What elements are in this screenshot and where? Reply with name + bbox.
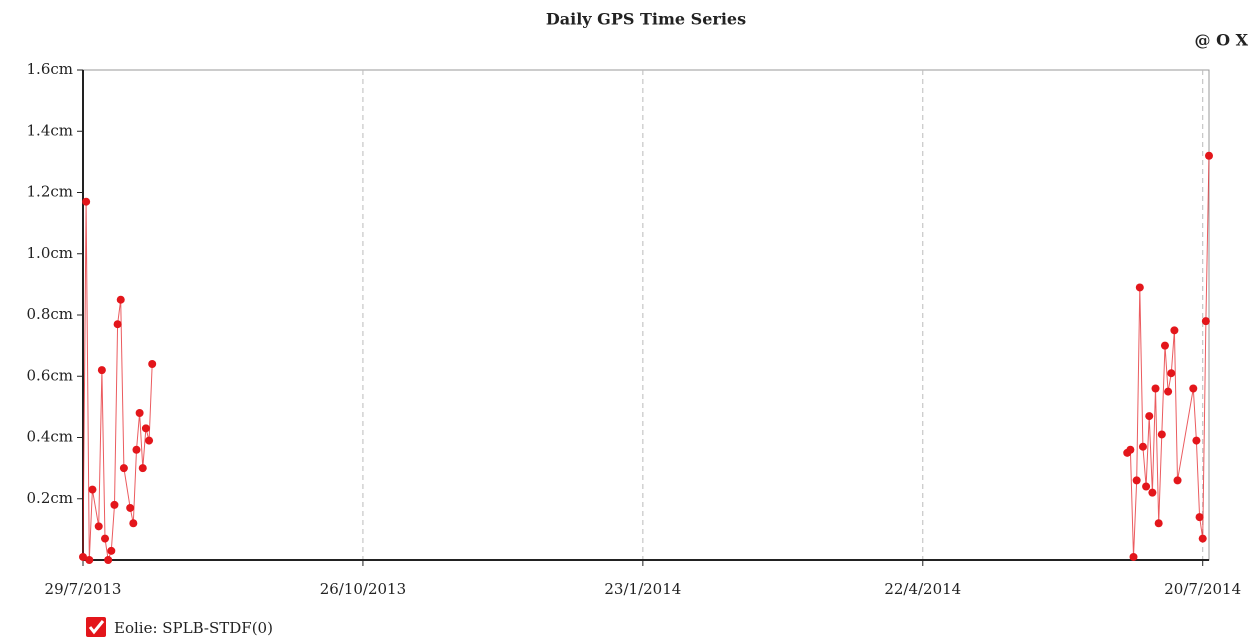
data-point <box>135 409 144 417</box>
data-point <box>1170 326 1179 335</box>
data-point <box>138 464 147 473</box>
x-tick-label: 20/7/2014 <box>1164 580 1241 598</box>
data-point <box>141 424 150 433</box>
data-point <box>94 522 103 531</box>
data-point <box>113 320 122 329</box>
data-point <box>1195 513 1204 522</box>
data-point <box>1151 384 1160 393</box>
x-tick-label: 29/7/2013 <box>45 580 122 598</box>
data-point <box>145 436 154 445</box>
y-tick-label: 0.8cm <box>27 305 73 323</box>
data-point <box>97 366 106 375</box>
data-point <box>1173 476 1182 485</box>
y-tick-label: 1.0cm <box>27 244 73 262</box>
data-point <box>1138 442 1147 451</box>
y-tick-label: 0.2cm <box>27 489 73 507</box>
data-point <box>119 464 128 473</box>
x-tick-label: 23/1/2014 <box>604 580 681 598</box>
check-icon <box>88 620 105 635</box>
data-point <box>79 552 87 561</box>
data-point <box>1135 283 1144 292</box>
data-point <box>126 503 135 512</box>
data-point <box>116 295 125 304</box>
chart-title: Daily GPS Time Series <box>546 10 746 29</box>
data-point <box>129 519 138 528</box>
data-point <box>1154 519 1163 528</box>
data-point <box>1129 552 1138 561</box>
data-point <box>1145 412 1154 421</box>
data-point <box>1157 430 1166 439</box>
data-point <box>1148 488 1157 497</box>
series-line <box>82 155 1210 561</box>
y-tick-label: 0.4cm <box>27 428 73 446</box>
legend: Eolie: SPLB-STDF(0) <box>86 617 273 637</box>
x-tick-label: 22/4/2014 <box>884 580 961 598</box>
data-point <box>1167 369 1176 378</box>
data-point <box>104 556 113 564</box>
y-tick-label: 1.6cm <box>27 60 73 78</box>
data-point <box>1132 476 1141 485</box>
data-point <box>1205 151 1213 160</box>
data-point <box>1198 534 1207 543</box>
data-point <box>148 360 157 368</box>
y-tick-label: 1.4cm <box>27 121 73 139</box>
y-tick-label: 0.6cm <box>27 366 73 384</box>
data-point <box>101 534 110 543</box>
y-tick-label: 1.2cm <box>27 183 73 201</box>
toolbar[interactable]: @ O X <box>1195 31 1249 50</box>
legend-label: Eolie: SPLB-STDF(0) <box>114 619 273 637</box>
data-point <box>85 556 94 564</box>
data-point <box>88 485 97 494</box>
data-point <box>107 546 116 555</box>
data-point <box>1201 317 1210 326</box>
data-point <box>1126 445 1135 454</box>
data-point <box>1192 436 1201 445</box>
data-point <box>1160 341 1169 350</box>
x-tick-label: 26/10/2013 <box>320 580 406 598</box>
plot-frame <box>82 69 1210 561</box>
data-point <box>1189 384 1198 393</box>
data-point <box>110 500 119 509</box>
data-point <box>132 445 141 454</box>
legend-checkbox[interactable] <box>86 617 106 637</box>
data-point <box>1142 482 1151 491</box>
data-point <box>82 197 91 206</box>
data-point <box>1164 387 1173 396</box>
